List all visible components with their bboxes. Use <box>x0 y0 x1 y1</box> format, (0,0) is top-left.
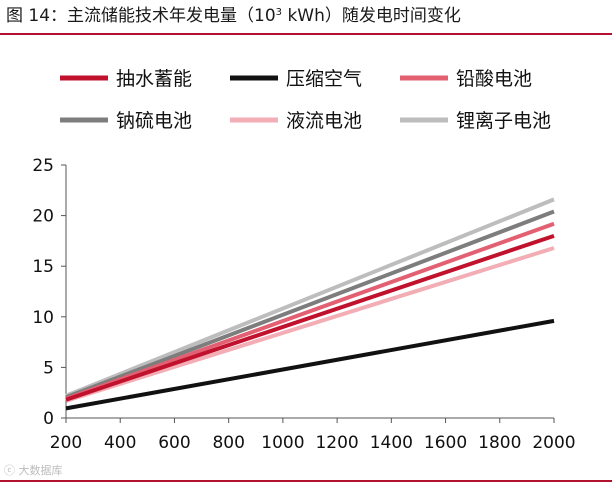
series-line-3 <box>65 209 555 400</box>
legend-label-0: 抽水蓄能 <box>116 68 192 90</box>
x-tick-label: 1200 <box>315 433 358 453</box>
x-tick-label: 400 <box>104 433 136 453</box>
series-line-1 <box>65 318 555 411</box>
figure-title: 图 14：主流储能技术年发电量（103 kWh）随发电时间变化 <box>6 4 461 28</box>
y-tick-label: 10 <box>32 308 54 328</box>
watermark: ⓒ 大数据库 <box>4 464 63 477</box>
legend-label-2: 铅酸电池 <box>456 68 532 90</box>
series-lines <box>65 197 555 411</box>
figure-title-superscript: 3 <box>275 7 283 18</box>
y-tick-label: 0 <box>43 409 54 429</box>
title-underline <box>0 33 612 35</box>
y-tick-label: 5 <box>43 358 54 378</box>
figure-title-suffix: kWh）随发电时间变化 <box>282 6 461 26</box>
y-tick-label: 15 <box>32 257 54 277</box>
series-line-4 <box>65 246 555 403</box>
series-line-0 <box>65 233 555 402</box>
x-tick-label: 2000 <box>532 433 575 453</box>
x-tick-label: 1800 <box>478 433 521 453</box>
legend-label-3: 钠硫电池 <box>116 110 192 132</box>
bottom-rule <box>0 480 612 482</box>
legend-label-1: 压缩空气 <box>286 68 362 90</box>
x-tick-label: 600 <box>158 433 190 453</box>
x-tick-label: 1000 <box>261 433 304 453</box>
x-tick-label: 800 <box>212 433 244 453</box>
axes: 0 5 10 15 20 25 200 400 600 800 1000 1200 1400 1600 18… <box>32 156 575 453</box>
y-tick-label: 25 <box>32 156 54 176</box>
legend-label-4: 液流电池 <box>286 110 362 132</box>
y-tick-label: 20 <box>32 207 54 227</box>
x-tick-label: 1600 <box>424 433 467 453</box>
figure-title-prefix: 图 14：主流储能技术年发电量（10 <box>6 6 276 26</box>
series-line-5 <box>65 197 555 398</box>
x-tick-label: 200 <box>50 433 82 453</box>
series-line-2 <box>65 221 555 401</box>
legend-label-5: 锂离子电池 <box>456 110 551 132</box>
x-tick-label: 1400 <box>370 433 413 453</box>
